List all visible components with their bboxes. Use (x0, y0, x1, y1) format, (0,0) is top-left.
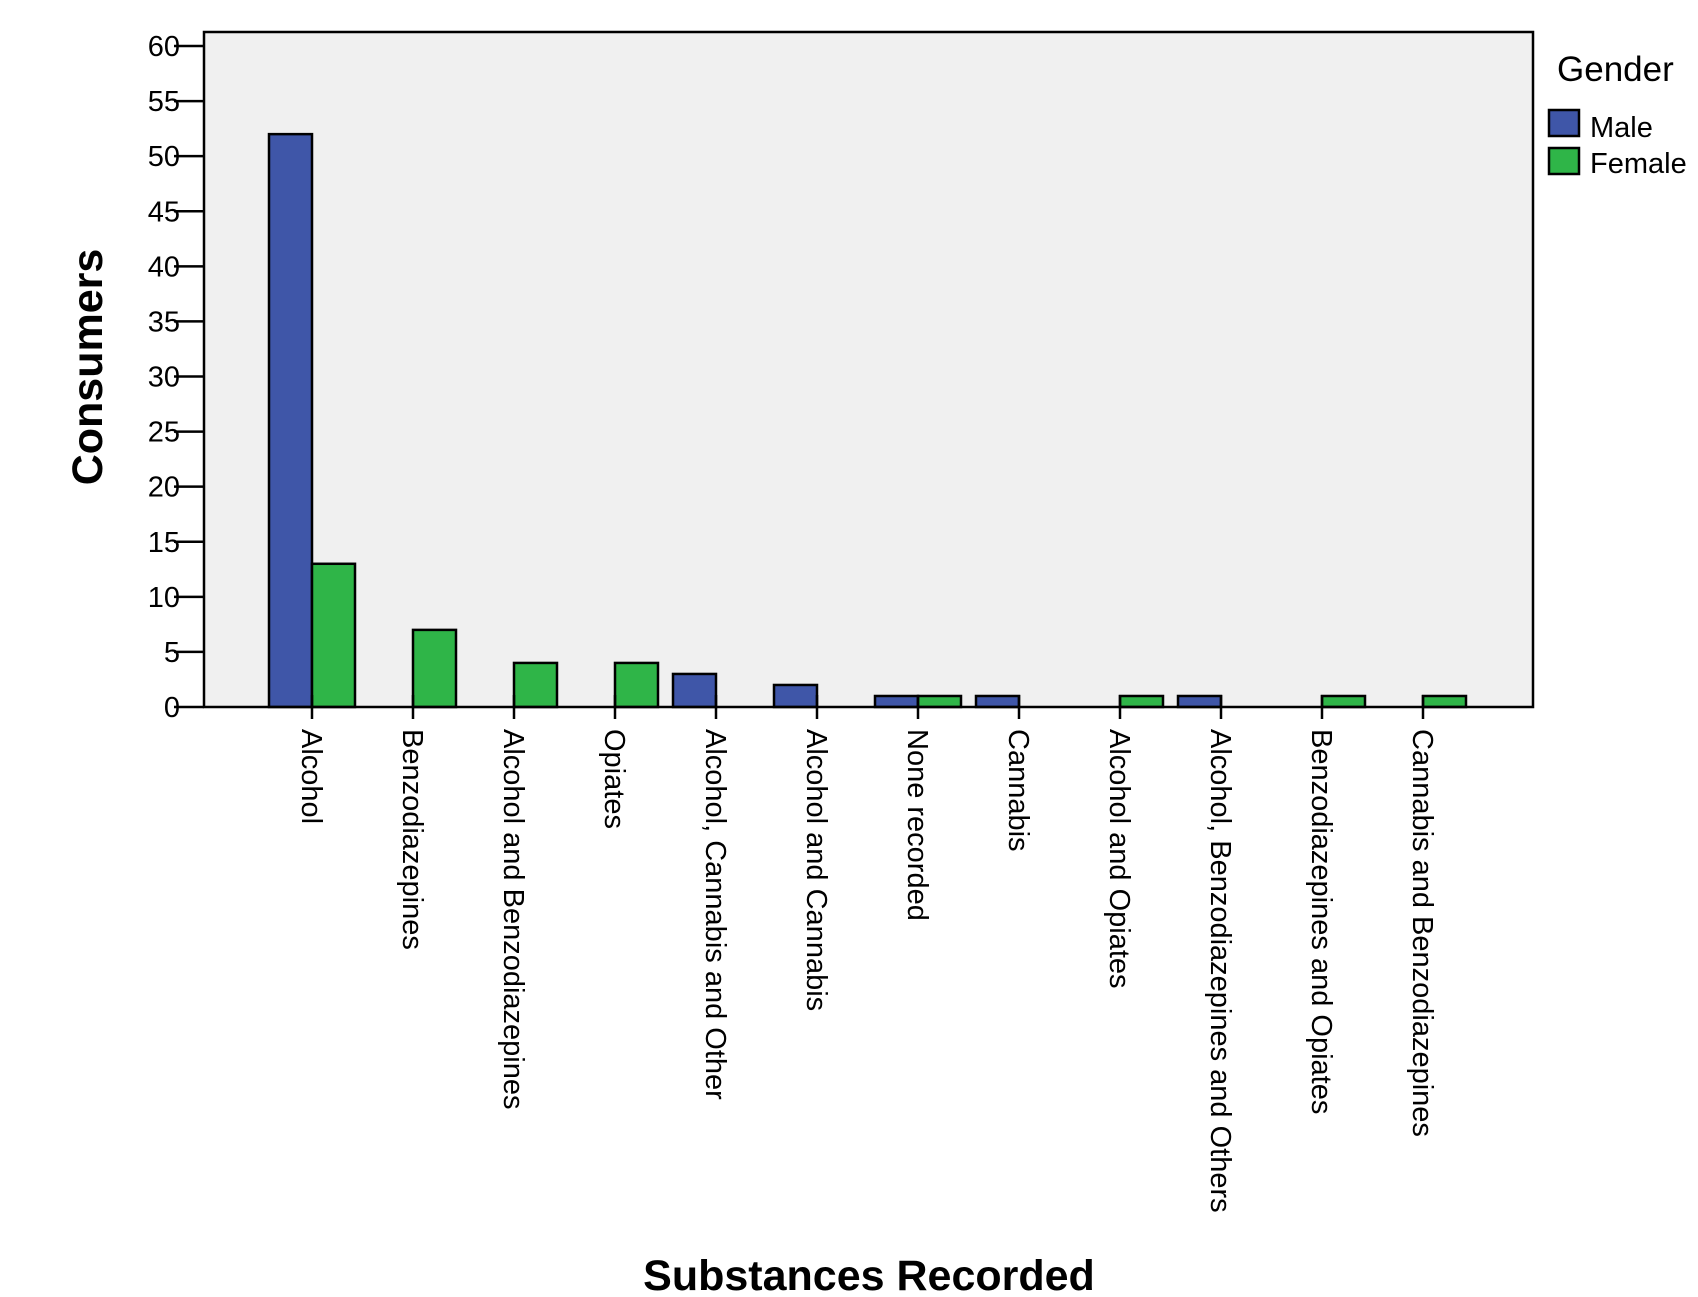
x-tick-label: Benzodiazepines and Opiates (1305, 729, 1337, 1114)
y-tick-label: 45 (148, 196, 180, 228)
x-tick-label: Benzodiazepines (396, 729, 428, 950)
legend-label-male: Male (1590, 112, 1653, 144)
x-tick-label: Alcohol and Cannabis (800, 729, 832, 1011)
y-tick-label: 5 (164, 637, 180, 669)
bar-female (613, 661, 660, 709)
x-tick-label: Alcohol and Opiates (1103, 729, 1135, 989)
legend-title: Gender (1557, 50, 1674, 89)
y-tick-label: 20 (148, 472, 180, 504)
y-axis: 0 5 10 15 20 25 30 35 40 45 50 55 60 (148, 31, 204, 724)
x-tick-label: Cannabis and Benzodiazepines (1406, 729, 1438, 1137)
legend-swatch-female (1547, 146, 1581, 176)
y-tick-label: 30 (148, 362, 180, 394)
bar-female (310, 562, 357, 709)
x-tick-label: None recorded (901, 729, 933, 921)
bar-male (772, 683, 819, 709)
bars-group (267, 132, 1468, 709)
bar-female (1118, 694, 1165, 709)
x-tick-label: Alcohol, Benzodiazepines and Others (1204, 729, 1236, 1213)
y-tick-label: 10 (148, 582, 180, 614)
legend-label-female: Female (1590, 148, 1687, 180)
x-tick-label: Opiates (598, 729, 630, 829)
y-tick-label: 40 (148, 251, 180, 283)
bar-female (512, 661, 559, 709)
legend: Gender Male Female (1547, 50, 1687, 180)
legend-swatch-male (1547, 108, 1581, 138)
x-axis-title: Substances Recorded (643, 1252, 1095, 1297)
x-tick-label: Alcohol, Cannabis and Other (699, 729, 731, 1100)
y-tick-label: 35 (148, 306, 180, 338)
y-tick-label: 0 (164, 692, 180, 724)
y-tick-label: 50 (148, 141, 180, 173)
y-tick-label: 15 (148, 527, 180, 559)
plot-area (204, 32, 1533, 707)
y-axis-title: Consumers (64, 249, 112, 486)
bar-male (671, 672, 718, 709)
x-tick-label: Alcohol and Benzodiazepines (497, 729, 529, 1110)
bar-female (1421, 694, 1468, 709)
bar-male (974, 694, 1021, 709)
bar-male (1176, 694, 1223, 709)
x-axis: Alcohol Benzodiazepines Alcohol and Benzod… (295, 695, 1438, 1213)
bar-female (1320, 694, 1367, 709)
y-tick-label: 55 (148, 86, 180, 118)
bar-female (411, 628, 458, 709)
bar-male (873, 694, 920, 709)
plot-frame (202, 30, 1535, 709)
y-tick-label: 25 (148, 417, 180, 449)
bar-female (916, 694, 963, 709)
y-tick-label: 60 (148, 31, 180, 63)
bar-male (267, 132, 314, 709)
x-tick-label: Cannabis (1002, 729, 1034, 852)
x-tick-label: Alcohol (295, 729, 327, 824)
